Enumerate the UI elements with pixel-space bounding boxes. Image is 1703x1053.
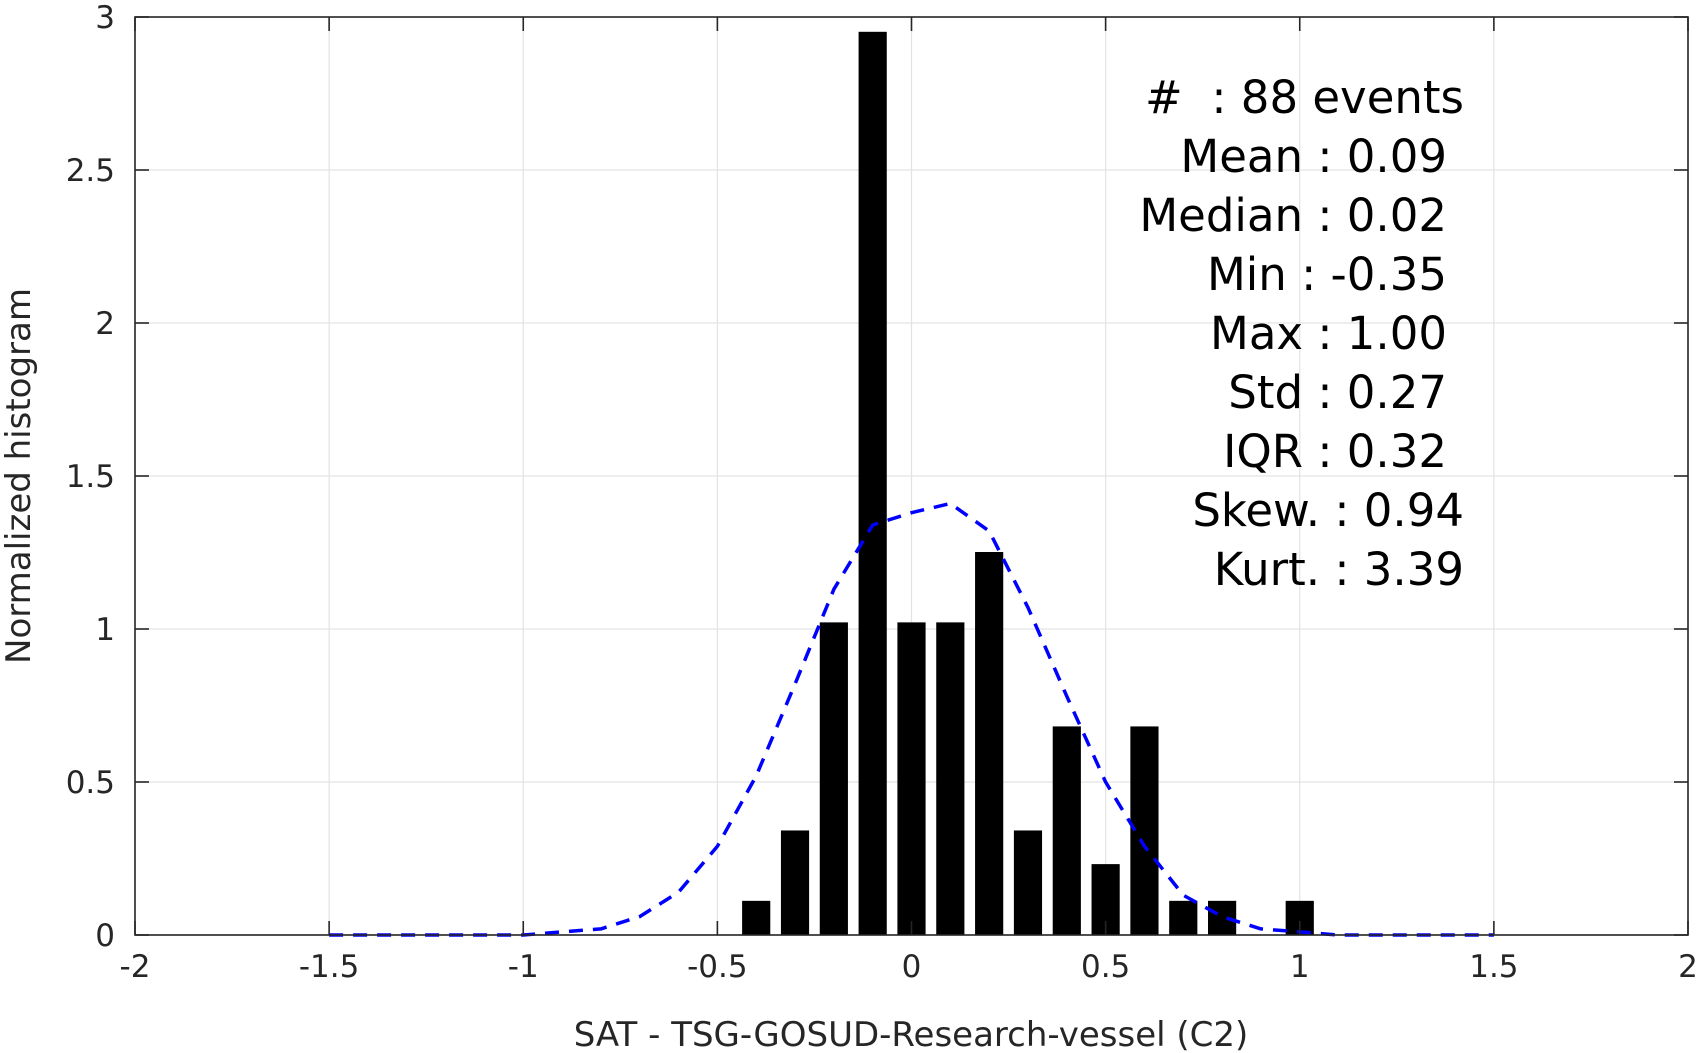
histogram-bar xyxy=(897,622,926,936)
x-tick-label: 2 xyxy=(1678,949,1698,985)
x-tick-label: 1.5 xyxy=(1469,949,1518,985)
y-tick-label: 0.5 xyxy=(66,765,115,801)
tick-marks xyxy=(134,16,1689,936)
x-tick-label: -1.5 xyxy=(299,949,360,985)
stats-mean: Mean : 0.09 xyxy=(1180,130,1447,183)
histogram-bar xyxy=(858,31,887,936)
histogram-bar xyxy=(742,900,771,936)
x-tick-label: -0.5 xyxy=(687,949,748,985)
y-axis-label: Normalized histogram xyxy=(0,288,39,664)
histogram-bar xyxy=(1052,726,1081,936)
y-tick-label: 3 xyxy=(95,0,115,36)
histogram-bars xyxy=(742,31,1314,936)
stats-max: Max : 1.00 xyxy=(1210,307,1447,360)
histogram-bar xyxy=(1169,900,1198,936)
stats-count: # : 88 events xyxy=(1145,71,1464,124)
histogram-bar xyxy=(1013,830,1043,936)
x-tick-labels: -2 -1.5 -1 -0.5 0 0.5 1 1.5 2 xyxy=(120,949,1698,985)
stats-iqr: IQR : 0.32 xyxy=(1223,425,1447,478)
x-tick-label: 0 xyxy=(902,949,922,985)
x-tick-label: 0.5 xyxy=(1081,949,1130,985)
y-tick-label: 2 xyxy=(95,306,115,342)
histogram-bar xyxy=(936,622,965,936)
stats-kurt: Kurt. : 3.39 xyxy=(1214,543,1464,596)
stats-min: Min : -0.35 xyxy=(1207,248,1447,301)
y-tick-label: 0 xyxy=(95,918,115,954)
y-tick-label: 2.5 xyxy=(66,153,115,189)
histogram-bar xyxy=(819,622,848,936)
y-tick-labels: 0 0.5 1 1.5 2 2.5 3 xyxy=(66,0,115,954)
x-tick-label: -2 xyxy=(120,949,151,985)
histogram-bar xyxy=(780,830,810,936)
stats-std: Std : 0.27 xyxy=(1228,366,1447,419)
stats-median: Median : 0.02 xyxy=(1139,189,1447,242)
histogram-bar xyxy=(975,552,1004,936)
x-tick-label: 1 xyxy=(1290,949,1310,985)
y-tick-label: 1.5 xyxy=(66,459,115,495)
stats-skew: Skew. : 0.94 xyxy=(1192,484,1464,537)
plot-area xyxy=(134,16,1689,937)
x-tick-label: -1 xyxy=(508,949,539,985)
y-tick-label: 1 xyxy=(95,612,115,648)
x-axis-label: SAT - TSG-GOSUD-Research-vessel (C2) xyxy=(574,1015,1249,1053)
histogram-bar xyxy=(1130,726,1159,936)
statistics-annotation: # : 88 events Mean : 0.09 Median : 0.02 Min… xyxy=(1139,71,1464,596)
